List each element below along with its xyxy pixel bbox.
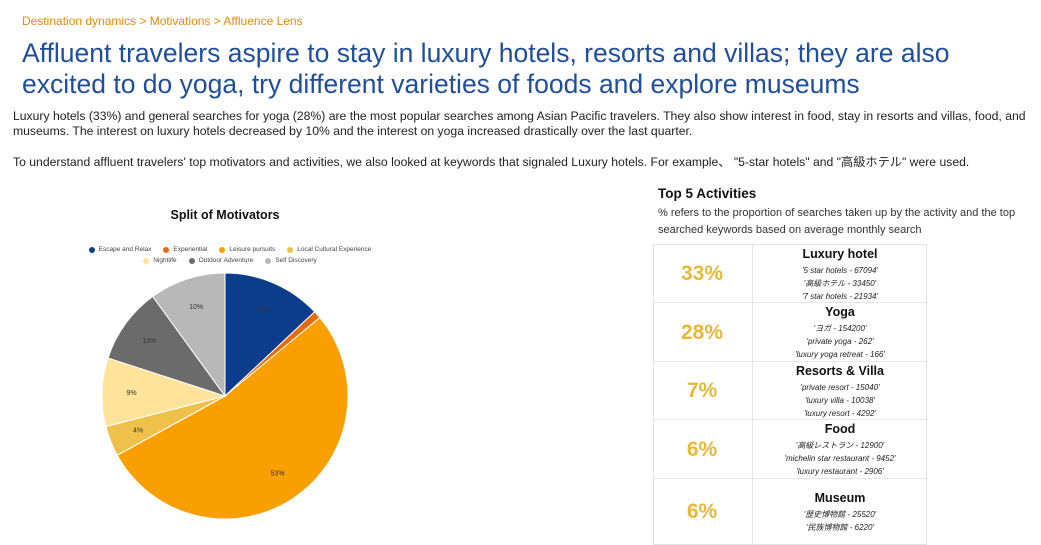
page-title: Affluent travelers aspire to stay in lux… <box>22 38 950 99</box>
column-divider <box>752 479 753 545</box>
pie-data-label: 53% <box>271 470 285 477</box>
legend-row: Nightlife Outdoor Adventure Self Discove… <box>70 255 390 266</box>
activity-keywords: '歴史博物館 - 25520' '民族博物館 - 6220' <box>754 508 926 534</box>
keyword: '民族博物館 - 6220' <box>806 523 874 532</box>
legend-item: Escape and Relax <box>88 246 152 253</box>
motivators-pie-chart: 13% 53% 4% 9% 10% 10% <box>101 272 349 520</box>
activity-percentage: 28% <box>680 321 724 344</box>
pie-data-label: 9% <box>127 390 137 397</box>
legend-swatch <box>188 257 195 264</box>
legend-item: Local Cultural Experience <box>287 246 371 253</box>
activities-table: 33% Luxury hotel '5 star hotels - 67094'… <box>653 244 927 545</box>
keyword: 'luxury restaurant - 2906' <box>796 467 884 476</box>
pie-slice <box>224 272 316 398</box>
column-divider <box>752 245 753 302</box>
breadcrumb[interactable]: Destination dynamics > Motivations > Aff… <box>22 14 303 28</box>
legend-item: Self Discovery <box>265 257 317 264</box>
legend-swatch <box>265 257 272 264</box>
activity-percentage: 33% <box>680 262 724 285</box>
keyword: 'ヨガ - 154200' <box>813 324 867 333</box>
activity-row: 6% Museum '歴史博物館 - 25520' '民族博物館 - 6220' <box>654 479 926 545</box>
legend-row: Escape and Relax Experiential Leisure pu… <box>70 244 390 255</box>
keyword: 'michelin star restaurant - 9452' <box>784 454 896 463</box>
keyword: 'luxury resort - 4292' <box>804 409 876 418</box>
activity-row: 33% Luxury hotel '5 star hotels - 67094'… <box>654 245 926 303</box>
legend-swatch <box>287 246 294 253</box>
legend-label: Self Discovery <box>275 257 317 264</box>
activities-title: Top 5 Activities <box>658 186 757 201</box>
legend-item: Outdoor Adventure <box>188 257 254 264</box>
pie-data-label: 13% <box>255 307 269 314</box>
legend-swatch <box>143 257 150 264</box>
chart-title: Split of Motivators <box>170 208 280 222</box>
legend-swatch <box>219 246 226 253</box>
legend-item: Experiential <box>163 246 207 253</box>
keyword: 'luxury yoga retreat - 166' <box>795 350 885 359</box>
legend-label: Outdoor Adventure <box>198 257 254 264</box>
activity-row: 7% Resorts & Villa 'private resort - 150… <box>654 362 926 420</box>
activities-subtitle: % refers to the proportion of searches t… <box>658 207 1016 236</box>
pie-slice <box>107 295 227 397</box>
activity-row: 6% Food '高級レストラン - 12900' 'michelin star… <box>654 420 926 479</box>
activity-name: Resorts & Villa <box>795 364 884 378</box>
legend-label: Leisure pursuits <box>229 246 276 253</box>
pie-data-label: 10% <box>189 304 203 311</box>
activity-name: Yoga <box>825 305 855 319</box>
methodology-paragraph: To understand affluent travelers' top mo… <box>13 155 970 169</box>
activity-name: Museum <box>814 491 866 505</box>
activity-keywords: '5 star hotels - 67094' '高級ホテル - 33450' … <box>754 264 926 303</box>
pie-data-label: 4% <box>133 427 143 434</box>
activity-keywords: 'ヨガ - 154200' 'private yoga - 262' 'luxu… <box>754 322 926 361</box>
keyword: '5 star hotels - 67094' <box>802 266 878 275</box>
legend-label: Experiential <box>173 246 208 253</box>
column-divider <box>752 303 753 361</box>
legend-swatch <box>88 246 95 253</box>
legend-label: Escape and Relax <box>98 246 152 253</box>
activity-keywords: 'private resort - 15040' 'luxury villa -… <box>754 381 926 420</box>
keyword: '7 star hotels - 21934' <box>802 292 878 301</box>
pie-slice <box>116 316 349 520</box>
keyword: 'luxury villa - 10038' <box>805 396 875 405</box>
activity-name: Luxury hotel <box>802 247 878 261</box>
chart-legend: Escape and Relax Experiential Leisure pu… <box>70 244 390 266</box>
pie-slice <box>152 272 226 398</box>
activity-percentage: 6% <box>686 438 718 461</box>
activity-percentage: 7% <box>686 379 718 402</box>
legend-swatch <box>163 246 170 253</box>
legend-label: Local Cultural Experience <box>297 246 372 253</box>
keyword: '歴史博物館 - 25520' <box>803 510 877 519</box>
legend-item: Leisure pursuits <box>219 246 275 253</box>
activity-keywords: '高級レストラン - 12900' 'michelin star restaur… <box>754 439 926 478</box>
legend-label: Nightlife <box>153 257 177 264</box>
column-divider <box>752 362 753 419</box>
intro-paragraph: Luxury hotels (33%) and general searches… <box>13 109 1026 138</box>
keyword: '高級レストラン - 12900' <box>795 441 885 450</box>
activity-percentage: 6% <box>686 500 718 523</box>
column-divider <box>752 420 753 478</box>
pie-data-label: 10% <box>142 338 156 345</box>
activity-name: Food <box>824 422 856 436</box>
activity-row: 28% Yoga 'ヨガ - 154200' 'private yoga - 2… <box>654 303 926 362</box>
keyword: '高級ホテル - 33450' <box>803 279 877 288</box>
keyword: 'private resort - 15040' <box>800 383 880 392</box>
legend-item: Nightlife <box>143 257 177 264</box>
keyword: 'private yoga - 262' <box>806 337 874 346</box>
